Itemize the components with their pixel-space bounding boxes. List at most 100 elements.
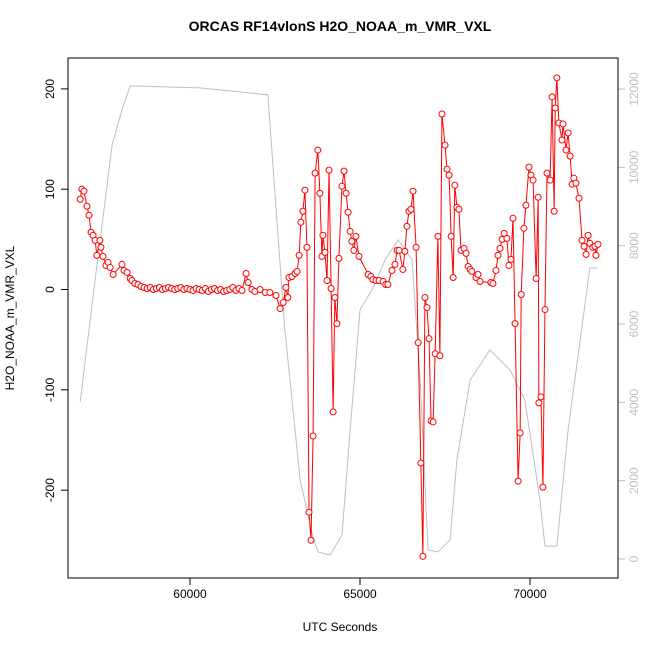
point — [319, 231, 327, 239]
point — [537, 393, 545, 401]
point — [99, 252, 107, 260]
point — [401, 247, 409, 255]
point — [391, 260, 399, 268]
point — [118, 260, 126, 268]
point — [346, 227, 354, 235]
point — [539, 483, 547, 491]
point — [496, 244, 504, 252]
point — [256, 286, 264, 294]
point — [352, 232, 360, 240]
point — [76, 195, 84, 203]
y2-tick-label: 0 — [627, 555, 641, 562]
point — [580, 242, 588, 250]
point — [546, 176, 554, 184]
point — [584, 231, 592, 239]
point — [123, 268, 131, 276]
point — [592, 251, 600, 259]
point — [509, 214, 517, 222]
point — [388, 266, 396, 274]
point — [323, 276, 331, 284]
point — [340, 167, 348, 175]
x-axis-label: UTC Seconds — [303, 620, 378, 634]
point — [333, 320, 341, 328]
y-tick-label: 200 — [43, 79, 57, 99]
point — [419, 552, 427, 560]
y-tick-label: 100 — [43, 179, 57, 199]
point — [594, 240, 602, 248]
point — [517, 291, 525, 299]
point — [529, 176, 537, 184]
point — [348, 237, 356, 245]
point — [449, 273, 457, 281]
point — [441, 141, 449, 149]
point — [321, 248, 329, 256]
point — [414, 339, 422, 347]
y2-tick-label: 10000 — [627, 150, 641, 184]
point — [93, 251, 101, 259]
y2-tick-label: 4000 — [627, 389, 641, 416]
point — [575, 194, 583, 202]
point — [282, 284, 290, 292]
point — [505, 261, 513, 269]
point — [109, 270, 117, 278]
point — [403, 222, 411, 230]
point — [541, 306, 549, 314]
point — [436, 352, 444, 360]
point — [355, 252, 363, 260]
series-line — [79, 85, 599, 556]
point — [494, 251, 502, 259]
point — [447, 232, 455, 240]
point — [434, 232, 442, 240]
point — [421, 294, 429, 302]
point — [106, 263, 114, 271]
point — [566, 152, 574, 160]
y2-tick-label: 8000 — [627, 232, 641, 259]
point — [548, 93, 556, 101]
point — [535, 399, 543, 407]
point — [520, 224, 528, 232]
point — [331, 294, 339, 302]
point — [284, 294, 292, 302]
point — [303, 243, 311, 251]
point — [525, 163, 533, 171]
point — [96, 236, 104, 244]
point — [338, 182, 346, 190]
y-tick-label: -200 — [43, 478, 57, 502]
point — [295, 251, 303, 259]
point — [301, 186, 309, 194]
point — [344, 208, 352, 216]
y2-tick-label: 12000 — [627, 72, 641, 106]
point — [316, 189, 324, 197]
point — [532, 274, 540, 282]
y-axis-label: H2O_NOAA_m_VMR_VXL — [3, 245, 17, 390]
point — [335, 254, 343, 262]
point — [425, 335, 433, 343]
chart-title: ORCAS RF14vlonS H2O_NOAA_m_VMR_VXL — [189, 18, 492, 34]
point — [329, 408, 337, 416]
point — [503, 234, 511, 242]
point — [309, 432, 317, 440]
point — [558, 136, 566, 144]
point — [85, 211, 93, 219]
point — [272, 292, 280, 300]
point — [314, 146, 322, 154]
point — [443, 165, 451, 173]
point — [305, 508, 313, 516]
point — [238, 287, 246, 295]
point — [578, 236, 586, 244]
point — [266, 289, 274, 297]
point — [297, 218, 305, 226]
point — [516, 429, 524, 437]
point — [562, 146, 570, 154]
point — [293, 267, 301, 275]
point — [455, 205, 463, 213]
point — [429, 418, 437, 426]
point — [80, 187, 88, 195]
point — [445, 171, 453, 179]
x-tick-label: 70000 — [513, 587, 547, 601]
point — [417, 459, 425, 467]
point — [350, 246, 358, 254]
point — [476, 277, 484, 285]
